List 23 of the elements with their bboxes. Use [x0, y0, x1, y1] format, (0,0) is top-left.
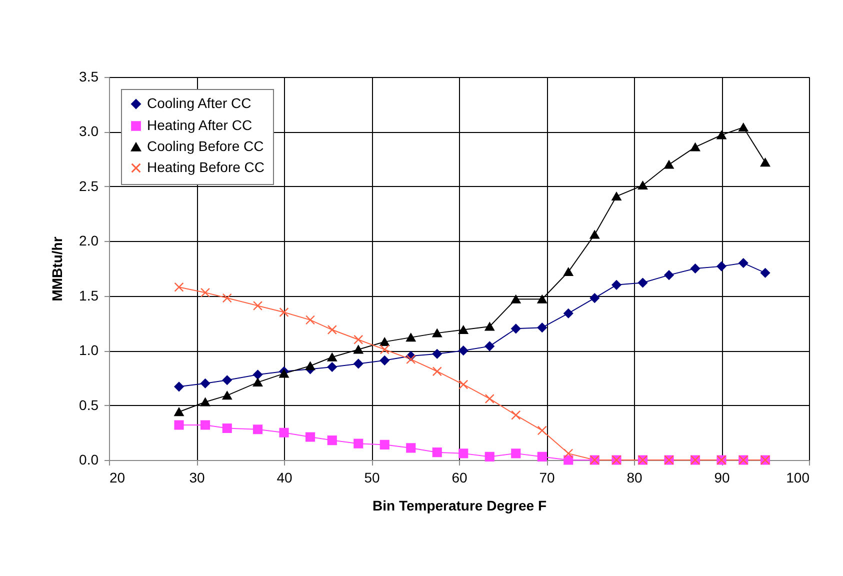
y-tick-label: 0.0 [79, 452, 99, 468]
y-tick-label: 1.5 [79, 287, 99, 304]
x-tick-label: 40 [276, 470, 292, 486]
y-tick-label: 3.5 [79, 68, 99, 84]
y-tick-label: 1.0 [79, 342, 99, 358]
y-tick-label: 3.0 [79, 123, 99, 140]
legend-label: Cooling Before CC [147, 138, 264, 154]
legend-label: Cooling After CC [147, 95, 252, 111]
x-tick-label: 100 [786, 470, 810, 486]
legend-label: Heating Before CC [147, 159, 265, 175]
y-tick-label: 0.5 [79, 396, 99, 413]
x-tick-label: 60 [452, 470, 468, 486]
y-tick-label: 2.5 [79, 178, 99, 194]
y-tick-label: 2.0 [79, 232, 99, 249]
x-tick-label: 90 [714, 470, 730, 486]
x-tick-label: 80 [626, 470, 642, 486]
x-tick-label: 50 [364, 470, 380, 486]
x-tick-label: 70 [539, 470, 555, 486]
x-tick-label: 30 [189, 470, 205, 486]
y-axis-title: MMBtu/hr [49, 236, 66, 302]
legend-label: Heating After CC [147, 117, 252, 133]
x-tick-label: 20 [110, 470, 126, 486]
x-axis-title: Bin Temperature Degree F [372, 498, 547, 514]
